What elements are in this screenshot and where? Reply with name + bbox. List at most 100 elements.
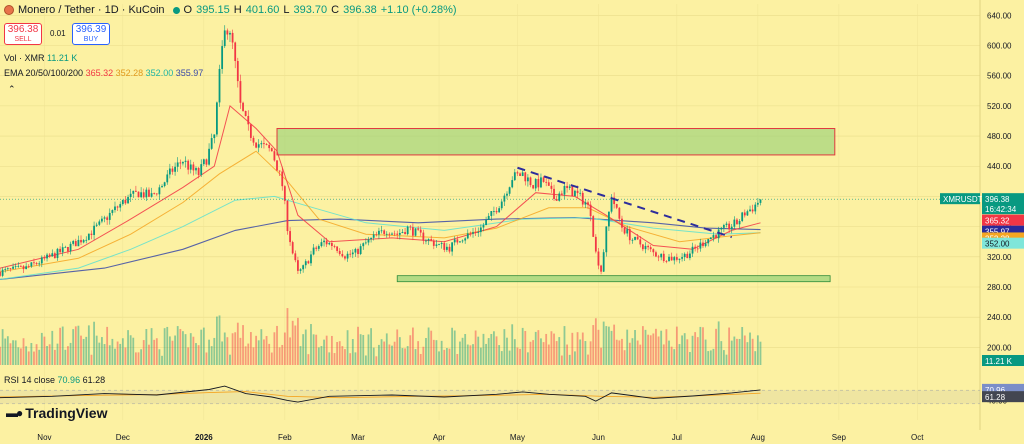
volume-bar <box>579 339 582 365</box>
candle-body <box>696 248 699 250</box>
volume-bar <box>709 350 712 365</box>
candle-body <box>621 218 623 228</box>
candle-body <box>168 168 171 175</box>
trendline <box>0 166 980 239</box>
candle-body <box>597 251 600 266</box>
volume-bar <box>312 334 315 365</box>
candle-body <box>276 160 278 171</box>
candle-body <box>12 266 14 269</box>
volume-bar <box>161 355 163 365</box>
candle-body <box>432 240 435 246</box>
candle-body <box>728 223 731 230</box>
candle-body <box>283 186 286 201</box>
candle-body <box>200 164 203 175</box>
candle-body <box>346 253 349 259</box>
rsi-tag: 70.96 <box>985 386 1006 395</box>
candle-body <box>537 178 540 188</box>
candle-body <box>101 218 103 222</box>
ema200-line <box>0 217 761 280</box>
candle-body <box>412 227 414 236</box>
candle-body <box>574 190 576 197</box>
volume-bar <box>660 330 663 365</box>
candle-body <box>273 151 276 161</box>
candle-body <box>161 186 163 188</box>
rsi-legend[interactable]: RSI 14 close 70.96 61.28 <box>4 375 105 385</box>
candle-body <box>519 173 521 176</box>
candle-body <box>487 215 490 220</box>
volume-bar <box>95 335 98 365</box>
candle-body <box>725 223 728 226</box>
candle-body <box>30 262 33 267</box>
candle-body <box>532 185 535 189</box>
candle-body <box>380 230 383 232</box>
volume-bar <box>103 344 106 365</box>
candle-body <box>98 221 101 225</box>
volume-bar <box>553 333 555 365</box>
tradingview-logo[interactable]: ▬● TradingView <box>6 405 107 421</box>
volume-bars <box>0 308 762 365</box>
candle-body <box>116 206 119 208</box>
candle-body <box>592 216 595 237</box>
countdown-tag: 16:42:34 <box>985 205 1017 214</box>
candle-body <box>25 266 28 270</box>
candle-body <box>213 134 216 139</box>
candle-body <box>459 241 461 243</box>
volume-bar <box>231 333 234 365</box>
volume-bar <box>414 349 417 365</box>
candle-body <box>323 240 325 243</box>
volume-bar <box>108 345 111 365</box>
volume-bar <box>440 340 443 365</box>
volume-bar <box>168 336 171 365</box>
candle-body <box>367 239 370 243</box>
price-tick-label: 560.00 <box>987 72 1012 81</box>
candle-body <box>393 233 396 235</box>
candle-body <box>453 239 456 243</box>
candle-body <box>600 265 602 272</box>
candle-body <box>124 199 127 204</box>
volume-bar <box>234 332 237 365</box>
candle-body <box>647 245 650 248</box>
volume-bar <box>74 326 77 365</box>
volume-bar <box>163 328 166 365</box>
candle-body <box>82 240 85 243</box>
collapse-chevron-icon[interactable]: ⌃ <box>8 84 16 94</box>
volume-bar <box>566 344 568 365</box>
candle-body <box>550 185 553 189</box>
volume-bar <box>534 331 537 365</box>
volume-bar <box>184 334 187 365</box>
candle-body <box>226 30 229 35</box>
candle-body <box>581 192 584 205</box>
volume-bar <box>367 334 370 365</box>
candle-body <box>119 204 122 208</box>
candle-body <box>589 204 592 217</box>
volume-bar <box>398 337 401 365</box>
volume-bar <box>27 351 30 365</box>
ema50-line <box>0 150 761 273</box>
buy-button[interactable]: 396.39 BUY <box>72 23 110 45</box>
price-tick-label: 240.00 <box>987 313 1012 322</box>
candle-body <box>338 250 341 254</box>
candle-body <box>702 242 704 247</box>
candle-body <box>579 192 582 194</box>
volume-bar <box>106 326 109 365</box>
volume-bar <box>409 335 412 365</box>
candle-body <box>660 253 663 258</box>
volume-bar <box>25 346 28 365</box>
candle-body <box>95 224 98 226</box>
candle-body <box>419 229 422 233</box>
volume-bar <box>307 354 310 365</box>
volume-legend[interactable]: Vol · XMR 11.21 K <box>4 53 77 63</box>
candle-body <box>560 193 563 195</box>
sell-button[interactable]: 396.38 SELL <box>4 23 42 45</box>
ema-legend[interactable]: EMA 20/50/100/200 365.32 352.28 352.00 3… <box>4 68 203 78</box>
volume-bar <box>12 340 14 365</box>
market-open-dot-icon <box>172 6 180 14</box>
volume-value: 11.21 K <box>47 53 78 63</box>
volume-bar <box>346 330 349 365</box>
volume-bar <box>72 329 75 365</box>
candle-body <box>456 239 459 243</box>
volume-bar <box>187 347 190 365</box>
ema-label: EMA 20/50/100/200 <box>4 68 84 78</box>
symbol-title[interactable]: Monero / Tether · 1D · KuCoin <box>18 4 165 16</box>
